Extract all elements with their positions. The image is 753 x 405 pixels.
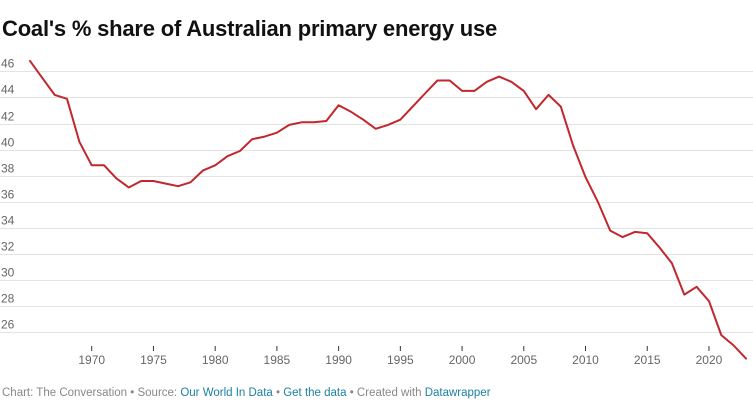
y-axis-ticks: 26 28 30 32 34 36 38 40 42 44 46 bbox=[1, 57, 15, 332]
y-tick-label: 30 bbox=[1, 266, 15, 280]
x-axis-ticks: 1970 1975 1980 1985 1990 1995 2000 2005 2010 2015… bbox=[78, 346, 723, 367]
chart-footer: Chart: The Conversation • Source: Our Wo… bbox=[2, 387, 491, 399]
y-tick-label: 42 bbox=[1, 110, 15, 124]
datawrapper-link[interactable]: Datawrapper bbox=[424, 387, 491, 399]
gridlines bbox=[0, 71, 753, 333]
y-tick-label: 40 bbox=[1, 136, 15, 150]
y-tick-label: 32 bbox=[1, 240, 15, 254]
x-tick-label: 1985 bbox=[264, 353, 291, 367]
y-tick-label: 46 bbox=[1, 57, 15, 71]
series-line bbox=[29, 59, 747, 360]
x-tick-label: 1975 bbox=[140, 353, 167, 367]
x-tick-label: 1980 bbox=[202, 353, 229, 367]
x-tick-label: 2005 bbox=[510, 353, 537, 367]
y-tick-label: 34 bbox=[1, 214, 15, 228]
x-tick-label: 2015 bbox=[634, 353, 661, 367]
x-tick-label: 1995 bbox=[387, 353, 414, 367]
footer-credit: Chart: The Conversation • Source: bbox=[2, 387, 181, 399]
x-tick-label: 2020 bbox=[696, 353, 723, 367]
y-tick-label: 38 bbox=[1, 162, 15, 176]
x-tick-label: 2010 bbox=[572, 353, 599, 367]
y-tick-label: 44 bbox=[1, 83, 15, 97]
x-tick-label: 2000 bbox=[449, 353, 476, 367]
y-tick-label: 28 bbox=[1, 292, 15, 306]
y-tick-label: 26 bbox=[1, 318, 15, 332]
chart-title: Coal's % share of Australian primary ene… bbox=[2, 16, 498, 41]
footer-created-with: • Created with bbox=[346, 387, 425, 399]
y-tick-label: 36 bbox=[1, 188, 15, 202]
x-tick-label: 1970 bbox=[78, 353, 105, 367]
get-data-link[interactable]: Get the data bbox=[283, 387, 347, 399]
source-link[interactable]: Our World In Data bbox=[180, 387, 273, 399]
x-tick-label: 1990 bbox=[325, 353, 352, 367]
footer-separator: • bbox=[272, 387, 284, 399]
